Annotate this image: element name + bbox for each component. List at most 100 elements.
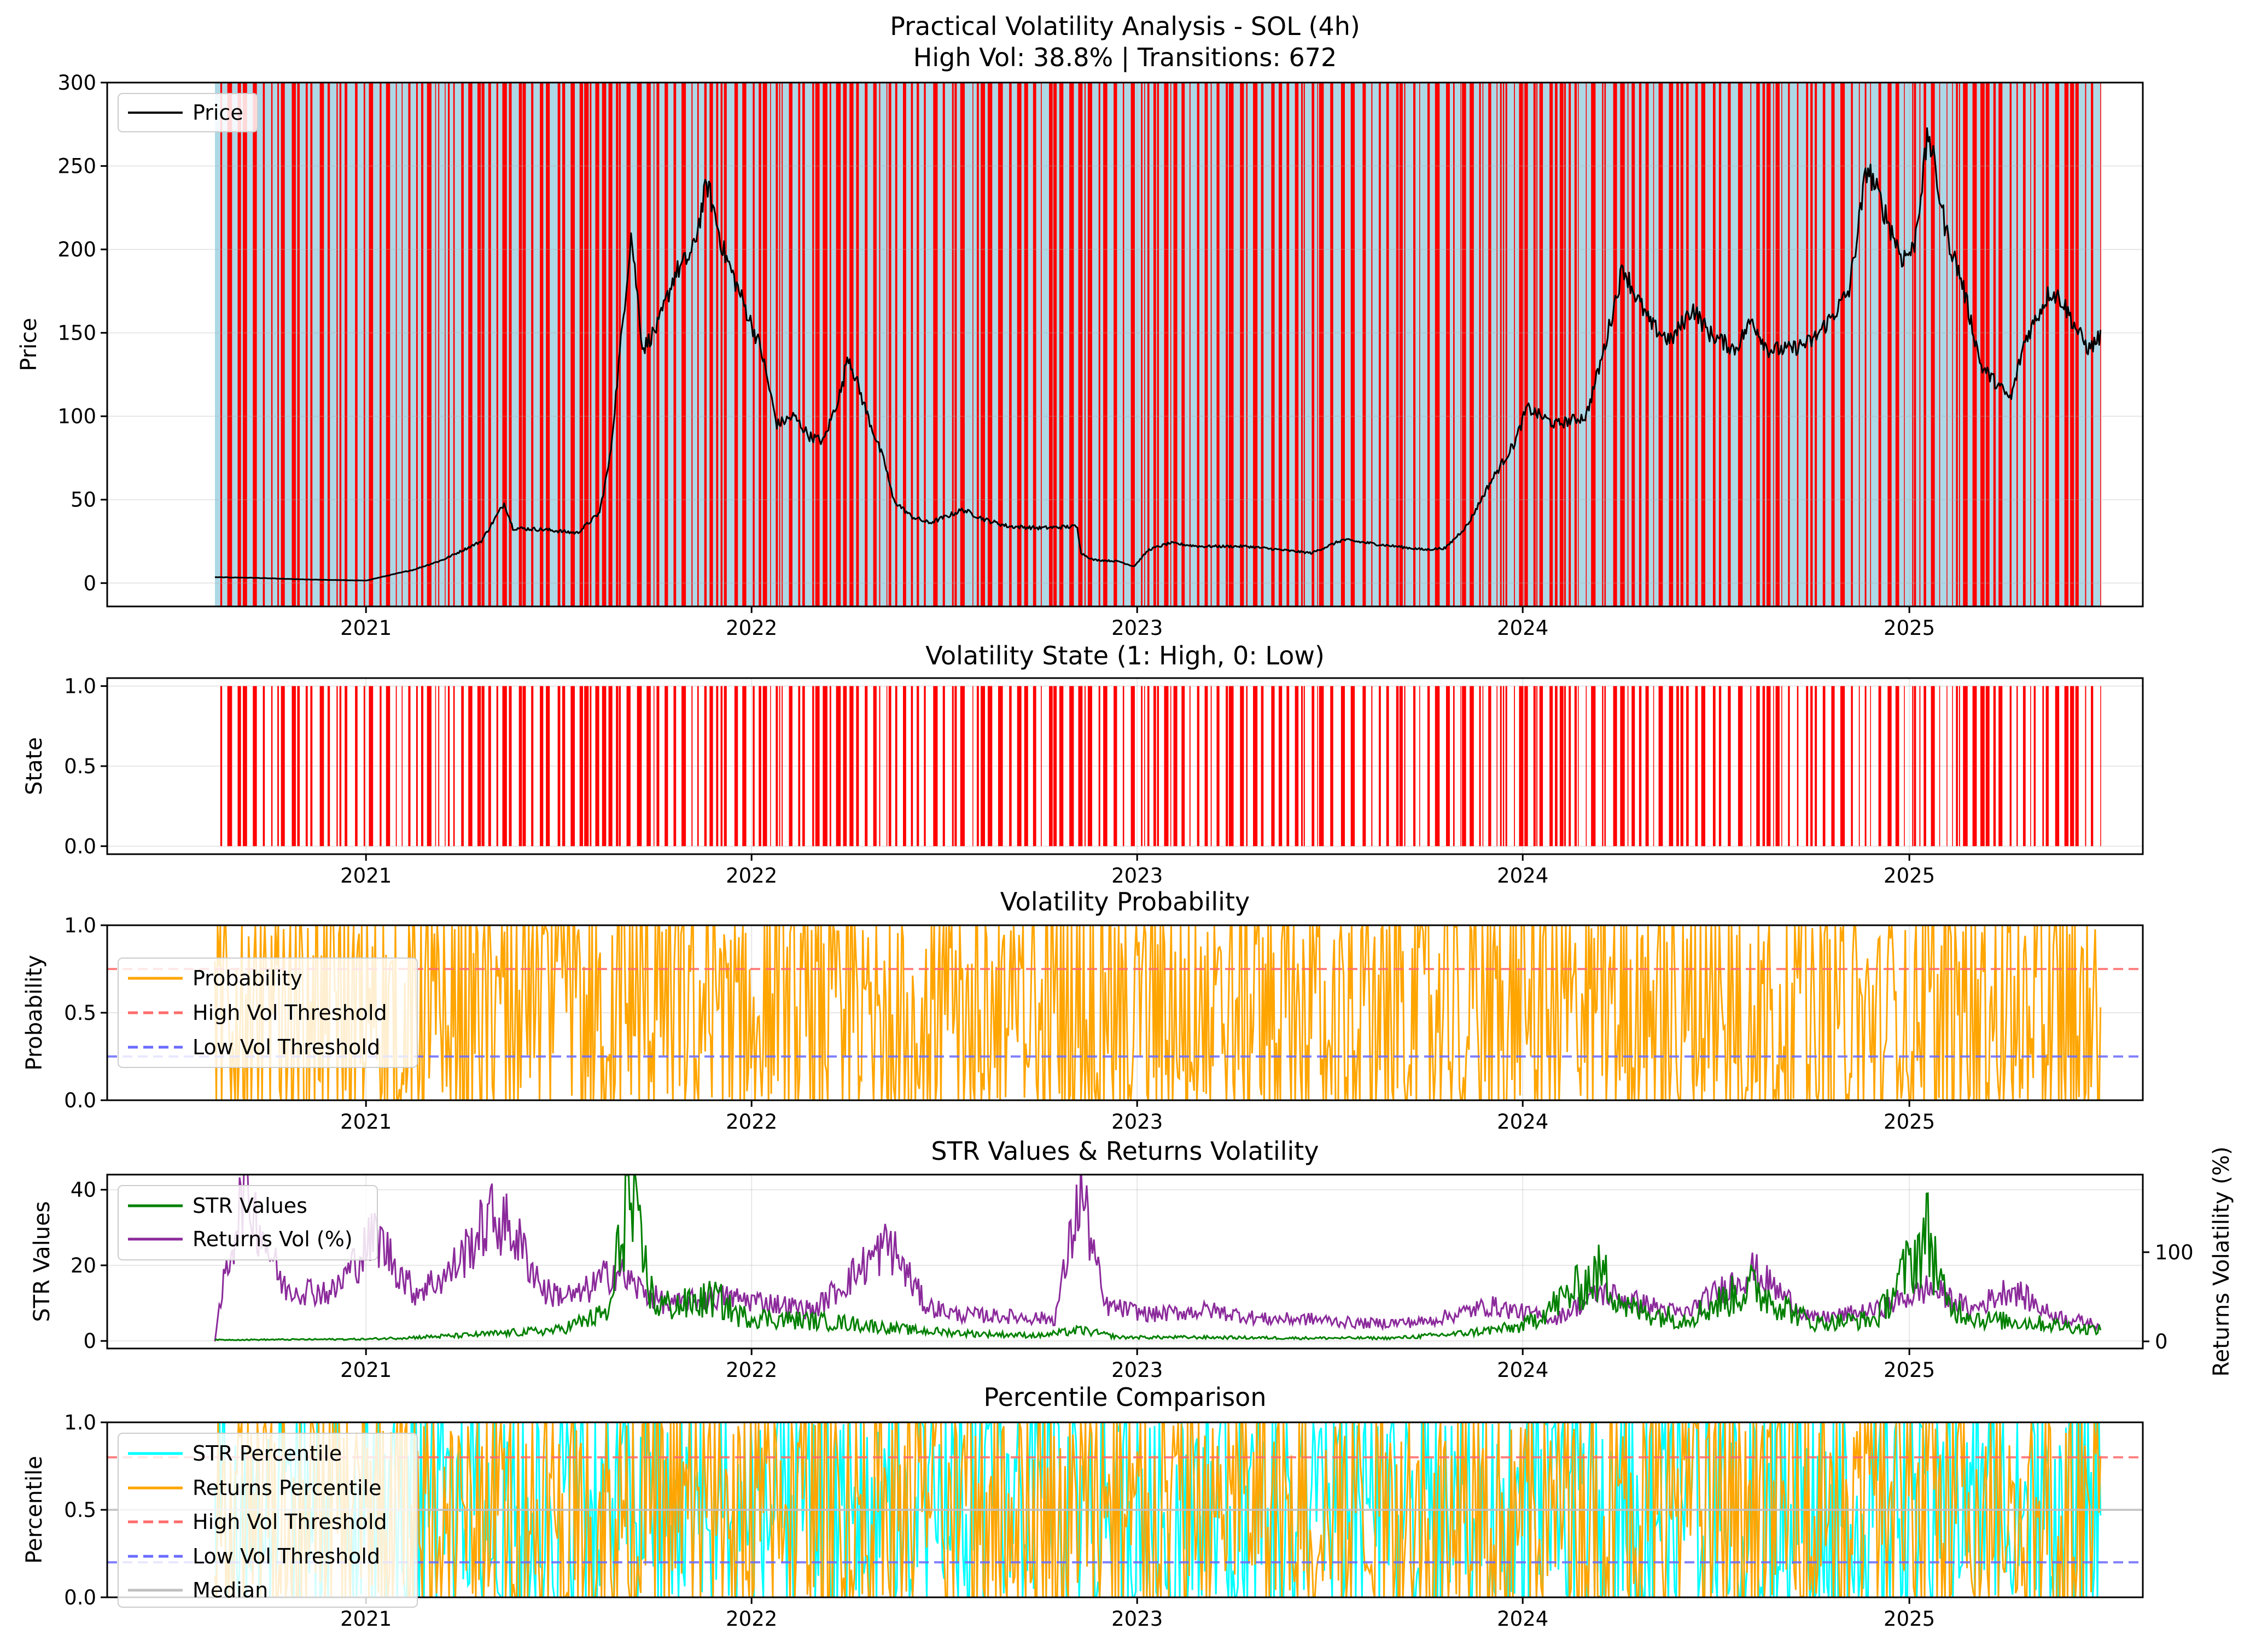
- state-bar: [1645, 686, 1649, 847]
- state-bar: [1840, 686, 1845, 847]
- high-vol-band: [310, 83, 313, 606]
- returns-percentile-line: [214, 1422, 2102, 1597]
- state-bar: [1204, 686, 1208, 847]
- state-bar: [856, 686, 859, 847]
- state-bar: [319, 686, 324, 847]
- state-bar: [1024, 686, 1028, 847]
- high-vol-band: [1620, 83, 1625, 606]
- high-vol-band: [1639, 83, 1642, 606]
- state-bar: [1923, 686, 1926, 847]
- state-bar: [1053, 686, 1057, 847]
- high-vol-band: [1958, 83, 1960, 606]
- state-bar: [1586, 686, 1587, 847]
- x-tick-label: 2023: [1111, 1607, 1163, 1631]
- high-vol-band: [1653, 83, 1654, 606]
- high-vol-band: [779, 83, 780, 606]
- state-bar: [1505, 686, 1507, 847]
- y-tick-label: 40: [71, 1178, 96, 1202]
- high-vol-band: [1574, 83, 1577, 606]
- x-tick-label: 2022: [726, 1607, 777, 1631]
- high-vol-band: [408, 83, 411, 606]
- high-vol-band: [1189, 83, 1191, 606]
- state-bar: [1762, 686, 1765, 847]
- high-vol-band: [691, 83, 693, 606]
- high-vol-band: [590, 83, 592, 606]
- high-vol-band: [401, 83, 403, 606]
- high-vol-band: [1766, 83, 1771, 606]
- high-vol-band: [1419, 83, 1420, 606]
- high-vol-band: [1505, 83, 1507, 606]
- state-bar: [933, 686, 938, 847]
- state-bar: [1069, 686, 1074, 847]
- state-bar: [1574, 686, 1577, 847]
- probability-panel-title: Volatility Probability: [1000, 887, 1250, 917]
- price-line: [214, 127, 2102, 582]
- high-vol-band: [2033, 83, 2036, 606]
- state-y-ticks: 0.0 0.5 1.0: [64, 675, 107, 858]
- state-bar: [888, 686, 891, 847]
- high-vol-band: [1564, 83, 1566, 606]
- state-bar: [590, 686, 592, 847]
- x-tick-label: 2024: [1497, 864, 1548, 888]
- state-bar: [1413, 686, 1416, 847]
- state-bar: [1870, 686, 1872, 847]
- high-vol-band: [531, 83, 534, 606]
- high-vol-band: [1604, 83, 1606, 606]
- high-vol-band: [562, 83, 566, 606]
- high-vol-band: [762, 83, 767, 606]
- state-bar: [1122, 686, 1124, 847]
- state-bar: [435, 686, 436, 847]
- state-bar: [2070, 686, 2074, 847]
- state-bar: [1157, 686, 1159, 847]
- high-vol-band: [557, 83, 561, 606]
- high-vol-band: [998, 83, 1003, 606]
- x-tick-label: 2021: [340, 616, 392, 640]
- state-bar: [1946, 686, 1948, 847]
- high-vol-band: [1445, 83, 1450, 606]
- high-vol-band: [782, 83, 783, 606]
- probability-ylabel: Probability: [22, 955, 47, 1070]
- regime-shading: [215, 83, 2101, 606]
- high-vol-band: [1524, 83, 1528, 606]
- state-bar: [1524, 686, 1528, 847]
- high-vol-band: [1712, 83, 1716, 606]
- state-bar: [1130, 686, 1135, 847]
- state-bar: [1033, 686, 1036, 847]
- figure-title-line2: High Vol: 38.8% | Transitions: 672: [913, 43, 1337, 73]
- high-vol-band: [1413, 83, 1416, 606]
- state-bar: [380, 686, 382, 847]
- state-bar: [1396, 686, 1399, 847]
- state-bar: [1386, 686, 1389, 847]
- high-vol-band: [1103, 83, 1107, 606]
- state-bar: [1912, 686, 1914, 847]
- high-vol-band: [1676, 83, 1679, 606]
- state-bar: [1371, 686, 1373, 847]
- state-bar: [1514, 686, 1515, 847]
- high-vol-band: [1197, 83, 1199, 606]
- high-vol-band: [1427, 83, 1430, 606]
- high-vol-band: [802, 83, 805, 606]
- high-vol-band: [481, 83, 485, 606]
- state-panel-title: Volatility State (1: High, 0: Low): [925, 641, 1325, 670]
- legend-label-str-percentile: STR Percentile: [193, 1441, 342, 1466]
- state-bar: [546, 686, 550, 847]
- state-bar: [1781, 686, 1782, 847]
- state-bar: [1228, 686, 1234, 847]
- percentile-y-ticks: 0.0 0.5 1.0: [64, 1411, 107, 1609]
- high-vol-band: [1130, 83, 1135, 606]
- legend-label-high-threshold: High Vol Threshold: [193, 1001, 387, 1025]
- high-vol-band: [242, 83, 247, 606]
- y-tick-label: 0.5: [64, 1001, 96, 1025]
- probability-series-layer: [107, 925, 2143, 1100]
- state-bar: [776, 686, 778, 847]
- high-vol-band: [395, 83, 397, 606]
- x-tick-label: 2023: [1111, 616, 1163, 640]
- state-bar: [227, 686, 232, 847]
- high-vol-band: [886, 83, 888, 606]
- high-vol-band: [518, 83, 522, 606]
- y-tick-label: 0: [2155, 1330, 2168, 1353]
- high-vol-band: [2045, 83, 2049, 606]
- state-bar: [1578, 686, 1579, 847]
